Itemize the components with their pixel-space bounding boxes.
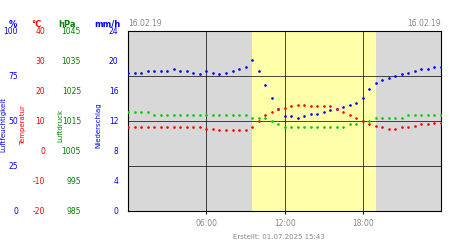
Text: Luftdruck: Luftdruck [58,108,64,142]
Text: 25: 25 [9,162,18,171]
Bar [252,31,376,211]
Text: -10: -10 [32,177,45,186]
Text: 0: 0 [113,207,118,216]
Text: Erstellt: 01.07.2025 15:43: Erstellt: 01.07.2025 15:43 [233,234,325,240]
Text: Luftfeuchtigkeit: Luftfeuchtigkeit [0,98,7,152]
Text: 1025: 1025 [62,87,81,96]
Text: 1015: 1015 [62,117,81,126]
Text: mm/h: mm/h [94,20,121,29]
Text: 24: 24 [109,27,118,36]
Text: 1035: 1035 [62,57,81,66]
Text: 0: 0 [13,207,18,216]
Text: 0: 0 [40,147,45,156]
Text: 10: 10 [36,117,45,126]
Text: °C: °C [32,20,42,29]
Text: 100: 100 [4,27,18,36]
Text: 8: 8 [113,147,118,156]
Text: -20: -20 [32,207,45,216]
Text: 1045: 1045 [62,27,81,36]
Text: 16: 16 [109,87,118,96]
Text: 75: 75 [8,72,18,81]
Text: 40: 40 [35,27,45,36]
Text: 16.02.19: 16.02.19 [407,19,441,28]
Text: 1005: 1005 [62,147,81,156]
Text: 20: 20 [109,57,118,66]
Text: 50: 50 [8,117,18,126]
Text: 995: 995 [67,177,81,186]
Text: 12: 12 [109,117,118,126]
Text: 16.02.19: 16.02.19 [128,19,162,28]
Text: 4: 4 [113,177,118,186]
Text: Temperatur: Temperatur [20,105,27,145]
Text: 985: 985 [67,207,81,216]
Text: 30: 30 [35,57,45,66]
Text: %: % [9,20,18,29]
Text: hPa: hPa [58,20,76,29]
Text: Niederschlag: Niederschlag [95,102,101,148]
Text: 20: 20 [36,87,45,96]
